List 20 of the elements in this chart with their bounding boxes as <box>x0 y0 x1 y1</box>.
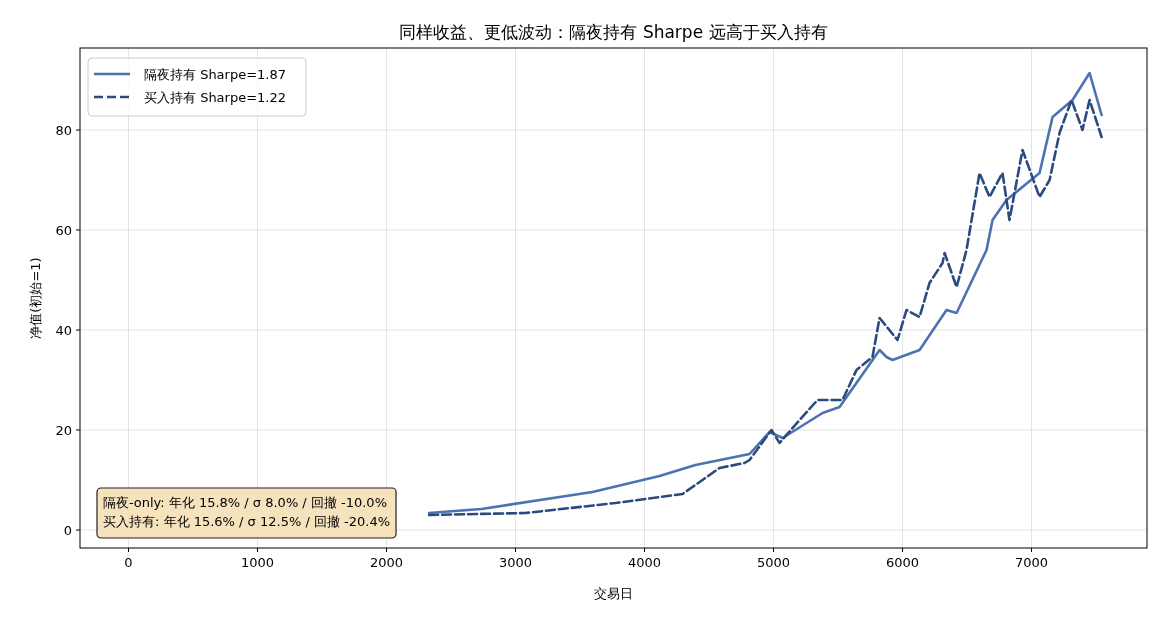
y-tick-label: 0 <box>63 523 72 538</box>
x-tick-label: 2000 <box>369 555 404 570</box>
x-tick-label: 7000 <box>1014 555 1049 570</box>
x-tick-label: 0 <box>124 555 133 570</box>
annotation: 买入持有: 年化 15.6% / σ 12.5% / 回撤 -20.4% <box>103 514 391 529</box>
y-tick-label: 40 <box>55 323 72 338</box>
y-tick-label: 60 <box>55 223 72 238</box>
y-axis-title: 净值(初始=1) <box>28 257 43 339</box>
x-tick-label: 1000 <box>240 555 275 570</box>
annotation: 隔夜-only: 年化 15.8% / σ 8.0% / 回撤 -10.0% <box>103 495 387 510</box>
legend-label: 隔夜持有 Sharpe=1.87 <box>144 67 287 82</box>
y-tick-label: 20 <box>55 423 72 438</box>
x-axis-title: 交易日 <box>594 586 633 601</box>
x-tick-label: 3000 <box>498 555 533 570</box>
x-tick-label: 5000 <box>756 555 791 570</box>
x-tick-label: 6000 <box>885 555 920 570</box>
legend-label: 买入持有 Sharpe=1.22 <box>144 90 287 105</box>
x-tick-label: 4000 <box>627 555 662 570</box>
y-tick-label: 80 <box>55 123 72 138</box>
chart-title: 同样收益、更低波动：隔夜持有 Sharpe 远高于买入持有 <box>399 22 828 42</box>
